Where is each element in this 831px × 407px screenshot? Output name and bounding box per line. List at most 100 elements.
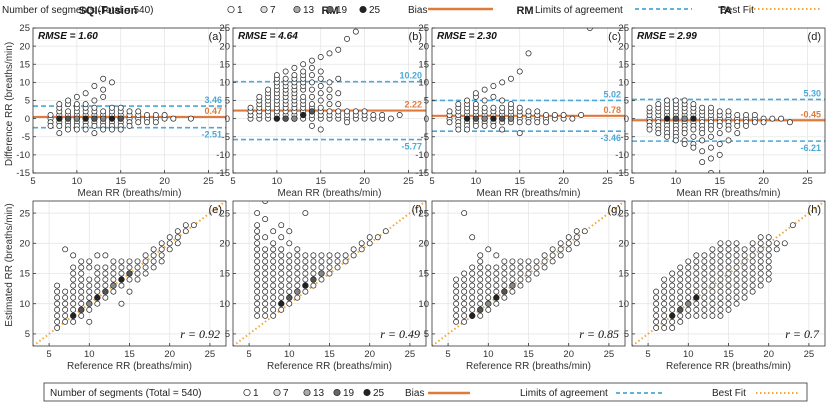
rmse-label: RMSE = 4.64 [238,31,298,42]
data-point-dense [273,115,281,122]
data-point [254,288,261,295]
data-point [565,240,572,247]
data-point-dense [485,300,492,307]
data-point [100,86,107,93]
data-point [757,264,764,271]
data-point [501,264,508,271]
data-point [743,112,749,118]
x-tick-label: 10 [483,349,494,360]
data-point [262,288,269,295]
legend-count-7: 7 [270,5,276,16]
data-point [134,270,141,277]
y-tick-label: 10 [219,78,230,89]
x-tick-label: 5 [30,176,35,187]
data-point [78,264,85,271]
data-point [100,75,107,82]
x-tick-label: 25 [804,349,815,360]
data-point-dense [477,306,484,313]
rmse-label: RMSE = 2.30 [437,31,497,42]
data-point [302,270,309,277]
x-tick-label: 25 [405,349,416,360]
data-point [326,258,333,265]
data-point [701,282,708,289]
data-point [144,112,150,118]
data-point [300,61,307,68]
data-point [469,264,476,271]
data-point [661,324,668,331]
data-point [254,312,261,319]
data-point [477,300,484,307]
data-point [789,222,796,229]
data-point [117,104,124,111]
data-point [342,258,349,265]
data-point [493,270,500,277]
data-point [709,258,716,265]
data-point [270,288,277,295]
legend-marker-1 [227,5,235,14]
y-tick-label: 25 [418,23,429,34]
data-point [135,108,142,115]
data-point [110,264,117,271]
data-point [699,130,706,137]
x-tick-label: 5 [246,349,251,360]
data-point [717,312,724,319]
data-point [681,141,688,147]
data-point [490,122,497,129]
data-point [47,122,54,129]
y-tick-label: -10 [615,150,629,161]
data-point [569,115,576,122]
data-point [350,246,357,253]
data-point [286,270,293,277]
legend-count-25: 25 [369,5,381,16]
data-point [708,144,714,151]
data-point [741,264,748,271]
data-point [708,104,714,111]
data-point [254,252,261,259]
y-axis-label-estimated: Estimated RR (breaths/min) [4,203,15,326]
data-point [472,122,479,129]
data-point [270,270,277,277]
data-point [91,130,98,137]
x-tick-label: 10 [284,349,295,360]
data-point [86,306,93,313]
y-tick-label: 5 [424,96,429,107]
data-point [62,294,69,301]
data-point [541,264,548,271]
x-tick-label: 20 [758,176,769,187]
data-point [278,282,285,289]
data-point [525,50,532,57]
data-point [757,246,764,253]
data-point-dense [294,288,301,295]
data-point [669,282,676,289]
x-tick-label: 25 [203,176,214,187]
data-point [481,86,488,93]
data-point [646,104,653,111]
data-point [65,126,72,133]
data-point [701,264,708,271]
y-tick-label: 20 [618,238,629,249]
data-point [158,252,165,259]
data-point [291,72,298,79]
data-point [254,258,261,265]
data-point [481,122,488,129]
x-tick-label: 20 [558,176,569,187]
data-point-dense [56,115,63,122]
data-point-dense [318,270,325,277]
data-point [725,137,732,144]
data-point [278,222,285,229]
data-point [655,101,662,108]
data-point [701,252,708,259]
data-point [461,282,468,289]
data-point [560,112,567,118]
data-point [490,104,497,111]
data-point [709,282,716,289]
y-tick-label: -5 [222,132,230,143]
y-axis-label-difference: Difference RR (breaths/min) [4,42,15,166]
legend-marker-7 [273,388,281,397]
data-point [152,112,159,118]
data-point [278,306,285,313]
data-point [725,306,732,313]
data-point [543,119,549,126]
data-point [54,300,61,307]
